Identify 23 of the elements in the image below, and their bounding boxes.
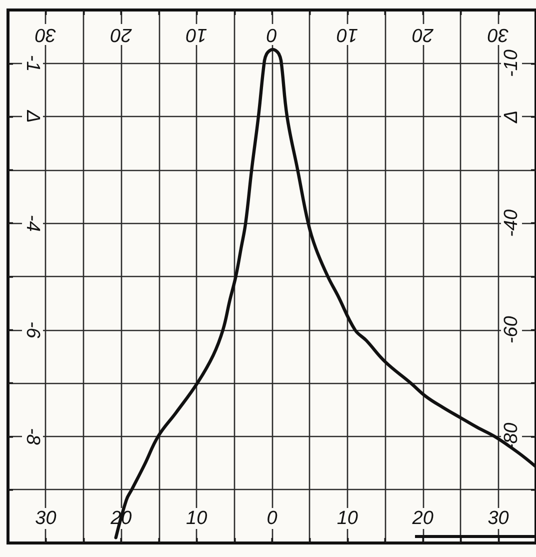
x2-tick-label: 10: [186, 24, 208, 45]
y-tick-label: -4: [22, 214, 43, 232]
x2-tick-label: 20: [110, 24, 133, 45]
y-tick-label: -6: [22, 321, 43, 339]
x2-tick-label: 10: [336, 24, 358, 45]
x2-tick-label: 30: [34, 24, 56, 45]
y-tick-label: Δ: [22, 109, 43, 123]
x2-tick-label: 0: [266, 24, 278, 45]
y2-tick-label: -40: [501, 209, 522, 237]
x-tick-label: 10: [186, 508, 208, 529]
x-tick-label: 10: [336, 508, 358, 529]
x2-tick-label: 30: [487, 24, 509, 45]
y2-tick-label: Δ: [501, 110, 522, 124]
x-tick-label: 0: [266, 508, 278, 529]
y-tick-label: -8: [22, 428, 43, 446]
y2-tick-label: -60: [501, 316, 522, 344]
y2-tick-label: -80: [501, 422, 522, 450]
x2-tick-label: 20: [412, 24, 434, 45]
x-tick-label: 20: [411, 508, 434, 529]
x-tick-label: 30: [488, 508, 510, 529]
y2-tick-label: -10: [501, 49, 522, 78]
x-tick-label: 30: [35, 508, 57, 529]
y-tick-label: -1: [22, 54, 43, 72]
